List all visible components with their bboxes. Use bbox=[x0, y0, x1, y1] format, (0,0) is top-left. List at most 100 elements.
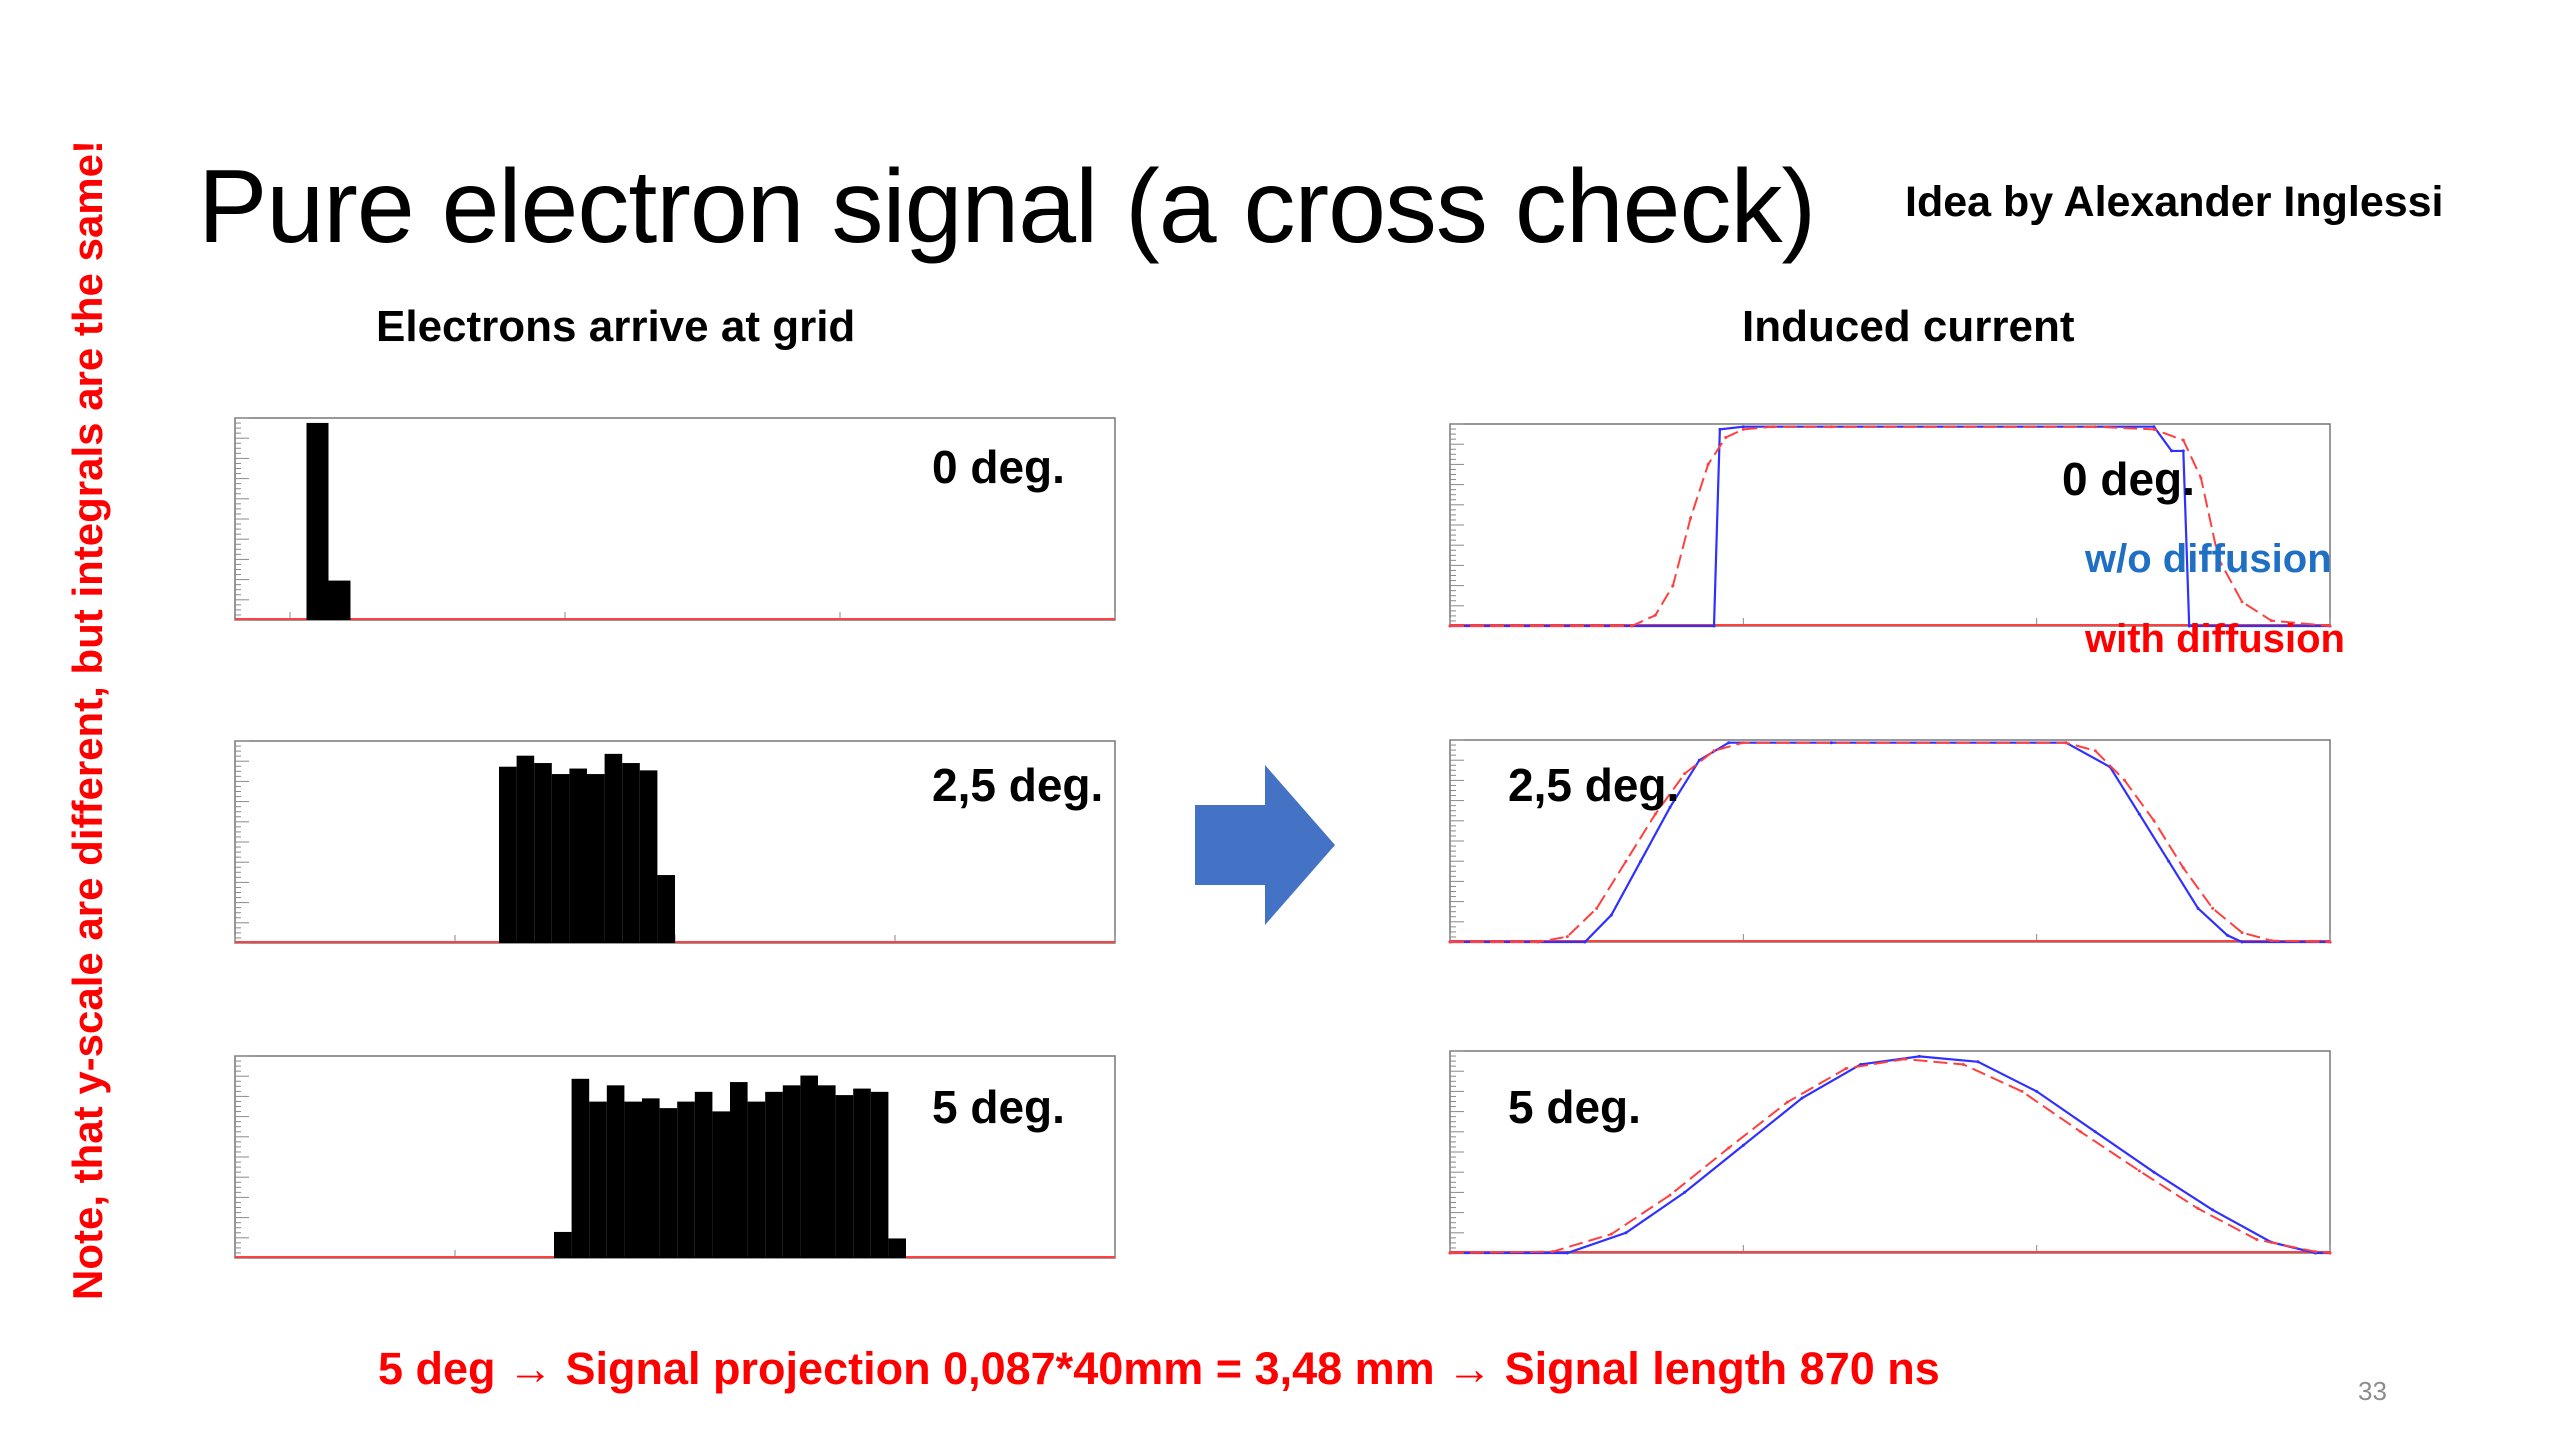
series-point-1-17 bbox=[2328, 940, 2332, 944]
histogram-bin-10 bbox=[730, 1082, 748, 1258]
series-point-0-5 bbox=[1800, 1096, 1804, 1100]
arrival-label-0: 0 deg. bbox=[932, 441, 1065, 493]
series-point-1-11 bbox=[2123, 778, 2127, 782]
induced-plot-5 bbox=[1380, 1043, 2340, 1273]
series-point-1-15 bbox=[2240, 931, 2244, 935]
series-line-with-diffusion bbox=[1450, 425, 2331, 627]
series-point-1-10 bbox=[2093, 425, 2097, 429]
series-point-0-10 bbox=[2093, 1130, 2097, 1134]
arrival-label-2-5: 2,5 deg. bbox=[932, 759, 1104, 811]
series-point-0-1 bbox=[1712, 624, 1716, 628]
series-point-1-4 bbox=[1727, 1146, 1731, 1150]
arrival-plot-0 bbox=[165, 410, 1125, 640]
histogram-bin-5 bbox=[587, 774, 605, 943]
histogram-bin-16 bbox=[835, 1095, 854, 1258]
histogram-bin-0 bbox=[499, 766, 517, 943]
series-point-0-1 bbox=[1583, 940, 1587, 944]
series-line-without-diffusion bbox=[1450, 425, 2330, 628]
induced-plot-5-svg bbox=[1448, 1050, 2332, 1255]
series-point-1-0 bbox=[1448, 1251, 1452, 1255]
series-point-1-8 bbox=[1741, 741, 1745, 745]
histogram-bin-3 bbox=[606, 1085, 625, 1258]
series-line-with-diffusion bbox=[1450, 741, 2331, 943]
histogram-bin-0 bbox=[554, 1231, 572, 1258]
histogram-bin-5 bbox=[642, 1098, 660, 1258]
histogram-bin-4 bbox=[569, 768, 587, 943]
histogram-bin-13 bbox=[782, 1085, 801, 1258]
histogram-bin-12 bbox=[765, 1091, 783, 1258]
histogram-bin-2 bbox=[589, 1101, 607, 1258]
histogram-bin-14 bbox=[800, 1075, 818, 1258]
histogram-bin-8 bbox=[639, 770, 658, 943]
series-point-1-4 bbox=[1624, 859, 1628, 863]
histogram-bin-18 bbox=[870, 1091, 889, 1258]
series-point-1-7 bbox=[1741, 427, 1745, 431]
series-point-0-2 bbox=[1624, 1231, 1628, 1235]
series-point-1-16 bbox=[2269, 939, 2273, 943]
histogram-bin-1 bbox=[571, 1078, 590, 1258]
histogram-bin-11 bbox=[747, 1101, 766, 1258]
series-point-1-16 bbox=[2269, 619, 2273, 623]
series-point-0-4 bbox=[1668, 805, 1672, 809]
induced-label-2-5: 2,5 deg. bbox=[1508, 759, 1680, 811]
series-point-1-6 bbox=[1724, 435, 1728, 439]
arrival-plot-2-5 bbox=[165, 733, 1125, 963]
series-point-0-1 bbox=[1565, 1251, 1569, 1255]
histogram-bin-0 bbox=[306, 422, 329, 620]
series-point-0-12 bbox=[2196, 906, 2200, 910]
series-point-0-4 bbox=[2152, 425, 2156, 429]
arrival-label-5: 5 deg. bbox=[932, 1081, 1065, 1133]
series-point-1-3 bbox=[1595, 906, 1599, 910]
legend-with-diffusion: with diffusion bbox=[2085, 617, 2345, 661]
series-point-1-9 bbox=[2020, 1089, 2024, 1093]
series-point-1-0 bbox=[1448, 940, 1452, 944]
histogram-bin-15 bbox=[818, 1085, 836, 1258]
legend-without-diffusion: w/o diffusion bbox=[2085, 537, 2332, 581]
series-point-0-2 bbox=[1609, 913, 1613, 917]
series-line-with-diffusion bbox=[1449, 1058, 2331, 1254]
series-point-1-12 bbox=[2181, 438, 2185, 442]
slide-title: Pure electron signal (a cross check) bbox=[198, 149, 1816, 265]
series-point-1-2 bbox=[1609, 1232, 1613, 1236]
series-point-1-5 bbox=[1706, 462, 1710, 466]
series-point-1-9 bbox=[1829, 425, 1833, 429]
series-point-1-2 bbox=[1653, 613, 1657, 617]
series-point-1-7 bbox=[1712, 749, 1716, 753]
histogram-bin-1 bbox=[516, 755, 535, 943]
series-point-1-0 bbox=[1448, 624, 1452, 628]
series-point-1-12 bbox=[2152, 819, 2156, 823]
arrival-plot-5-svg bbox=[234, 1055, 1116, 1259]
series-point-0-3 bbox=[1683, 1190, 1687, 1194]
side-note: Note, that y-scale are different, but in… bbox=[64, 139, 111, 1301]
series-point-1-14 bbox=[2313, 1250, 2317, 1254]
series-point-0-11 bbox=[2167, 859, 2171, 863]
induced-label-5: 5 deg. bbox=[1508, 1081, 1641, 1133]
arrival-plot-2-5-svg bbox=[234, 740, 1116, 944]
series-point-1-13 bbox=[2255, 1238, 2259, 1242]
series-point-0-4 bbox=[1741, 1143, 1745, 1147]
series-point-0-11 bbox=[2152, 1170, 2156, 1174]
series-point-0-8 bbox=[1976, 1060, 1980, 1064]
series-point-1-12 bbox=[2196, 1207, 2200, 1211]
series-point-1-3 bbox=[1671, 584, 1675, 588]
series-point-1-3 bbox=[1668, 1193, 1672, 1197]
series-point-0-3 bbox=[1639, 859, 1643, 863]
series-point-1-5 bbox=[1785, 1100, 1789, 1104]
series-point-1-13 bbox=[2181, 866, 2185, 870]
credit-text: Idea by Alexander Inglessi bbox=[1905, 178, 2444, 226]
histogram-bin-7 bbox=[677, 1101, 695, 1258]
series-point-1-5 bbox=[1653, 812, 1657, 816]
series-point-0-6 bbox=[2181, 449, 2185, 453]
series-point-0-3 bbox=[1741, 425, 1745, 429]
page-number: 33 bbox=[2358, 1376, 2387, 1406]
series-point-1-17 bbox=[2328, 624, 2332, 628]
series-point-1-10 bbox=[2093, 749, 2097, 753]
series-point-0-5 bbox=[2170, 449, 2174, 453]
arrow-right-icon bbox=[1195, 765, 1335, 930]
series-point-0-7 bbox=[2187, 624, 2191, 628]
series-point-1-7 bbox=[1903, 1057, 1907, 1061]
series-point-1-10 bbox=[2079, 1130, 2083, 1134]
right-column-heading: Induced current bbox=[1742, 302, 2075, 351]
induced-plot-0 bbox=[1380, 416, 2340, 646]
series-point-1-8 bbox=[1961, 1062, 1965, 1066]
